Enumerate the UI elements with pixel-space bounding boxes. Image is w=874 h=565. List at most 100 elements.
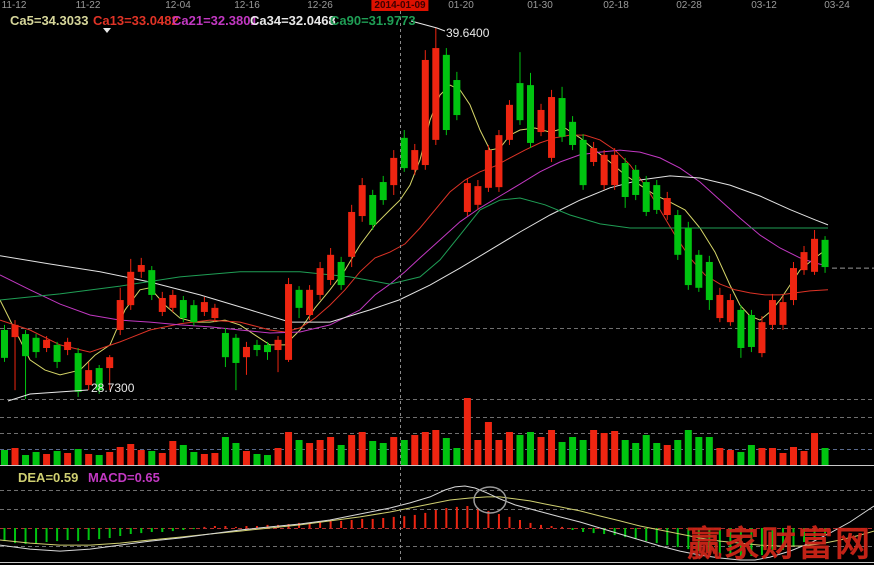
candle-body (327, 254, 335, 280)
volume-bar (264, 455, 271, 465)
volume-bar (737, 452, 745, 465)
candle-body (590, 148, 598, 162)
candle-body (106, 357, 114, 369)
volume-bar (11, 448, 19, 465)
candle-body (737, 309, 745, 348)
macd-hist-bar (3, 528, 6, 542)
ma-line-Ca90 (0, 197, 828, 301)
dif-line (0, 485, 874, 561)
volume-bar (285, 432, 293, 465)
candle-body (611, 154, 619, 186)
candle-body (295, 289, 303, 308)
volume-bar (442, 438, 450, 465)
volume-bar (579, 440, 587, 465)
macd-hist-bar (98, 528, 101, 540)
macd-hist-bar (203, 526, 206, 528)
macd-hist-bar (708, 528, 711, 554)
volume-bar (726, 450, 734, 465)
candle-body (43, 339, 51, 348)
macd-hist-bar (434, 510, 437, 528)
candle-body (674, 215, 682, 255)
candle-body (137, 265, 145, 272)
candle-body (242, 346, 250, 358)
volume-bar (695, 437, 703, 465)
candle-body (705, 261, 713, 301)
candle-body (337, 261, 345, 286)
candle-body (348, 211, 356, 257)
date-label: 12-16 (234, 0, 260, 11)
volume-bar (811, 433, 819, 465)
candle-body (569, 121, 577, 145)
volume-bar (653, 443, 661, 465)
candle-body (663, 198, 671, 216)
candle-body (758, 322, 766, 354)
candle-body (306, 289, 314, 316)
volume-bar (569, 437, 577, 465)
volume-bar (327, 437, 335, 465)
macd-hist-bar (108, 528, 111, 538)
annotation-pointers (7, 20, 446, 402)
trough-pointer-line (7, 389, 89, 402)
candle-body (221, 333, 229, 358)
macd-hist-bar (613, 528, 616, 536)
macd-hist-bar (455, 506, 458, 528)
legend-item-ca5: Ca5=34.3033 (10, 13, 89, 28)
candle-body (716, 294, 724, 319)
macd-hist-bar (161, 528, 164, 532)
date-label: 01-20 (448, 0, 474, 11)
moving-averages-layer (0, 84, 829, 376)
volume-bar (495, 440, 503, 465)
candle-body (148, 270, 156, 295)
macd-hist-bar (476, 508, 479, 528)
volume-bar (621, 440, 629, 465)
macd-hist-bar (739, 528, 742, 556)
volume-bar (179, 445, 187, 465)
candle-body (253, 344, 261, 351)
candle-body (811, 238, 819, 272)
macd-hist-bar (14, 528, 17, 544)
volume-bar (369, 441, 377, 465)
candle-body (527, 85, 534, 143)
volume-bar (158, 453, 166, 465)
volume-bar (53, 451, 61, 465)
date-label: 11-12 (1, 0, 27, 11)
macd-hist-bar (666, 528, 669, 546)
candle-body (158, 298, 166, 312)
macd-hist-bar (340, 520, 343, 528)
date-axis: 11-12 11-22 12-04 12-16 12-26 2014-01-09 01-20… (0, 0, 874, 12)
candle-body (22, 334, 30, 357)
volume-bar (74, 449, 82, 465)
macd-hist-bar (350, 520, 353, 528)
ma-line-Ca5 (0, 84, 829, 376)
volume-bar (22, 455, 30, 465)
volume-bar (800, 451, 808, 465)
macd-hist-bar (518, 520, 521, 528)
macd-hist-bar (571, 528, 574, 530)
candles-layer (1, 28, 829, 399)
candle-body (484, 150, 492, 188)
macd-hist-bar (645, 528, 648, 542)
macd-hist-bar (550, 526, 553, 528)
peak-pointer-line (410, 20, 446, 32)
macd-hist-bar (192, 528, 195, 530)
volume-bar (663, 445, 671, 465)
macd-hist-bar (824, 528, 827, 536)
date-label: 02-18 (603, 0, 629, 11)
candle-body (632, 169, 640, 195)
candle-body (116, 300, 124, 330)
legend-item-ca21: Ca21=32.3801 (172, 13, 258, 28)
volume-bar (43, 454, 51, 465)
candle-body (11, 324, 19, 338)
volume-bar (432, 430, 440, 465)
ma-line-Ca34 (0, 175, 829, 323)
candle-body (779, 302, 787, 325)
candle-body (421, 59, 429, 166)
candle-body (684, 227, 692, 286)
candle-body (169, 294, 177, 308)
macd-hist-bar (760, 528, 763, 556)
macd-hist-bar (508, 516, 511, 528)
volume-bar (358, 432, 366, 465)
volume-bar (558, 442, 566, 465)
